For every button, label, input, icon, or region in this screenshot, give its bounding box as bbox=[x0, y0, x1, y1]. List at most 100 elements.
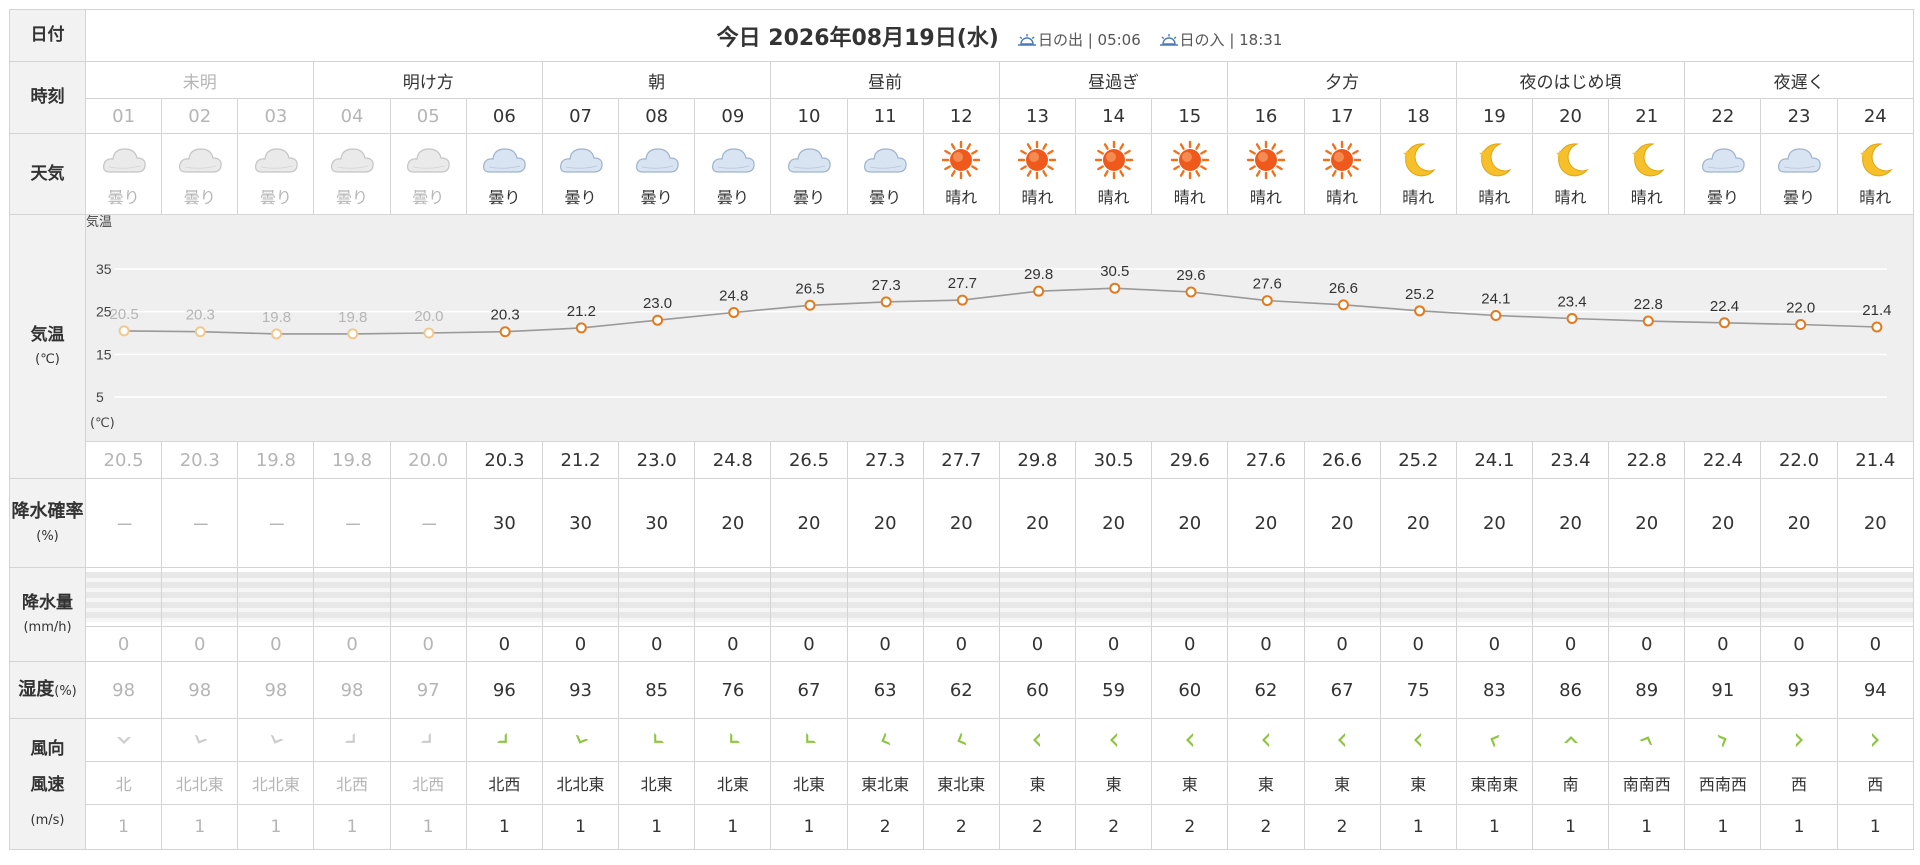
humidity-cell: 67 bbox=[770, 661, 848, 719]
temp-value-cell: 22.0 bbox=[1760, 441, 1838, 479]
temp-value-cell: 20.0 bbox=[389, 441, 467, 479]
wind-speed-cell: 1 bbox=[694, 804, 772, 850]
precip-label-text: 降水量 bbox=[22, 593, 73, 613]
wind-direction-cell: 東 bbox=[1303, 761, 1381, 805]
precip-value-cell: 0 bbox=[1836, 626, 1915, 662]
temperature-point bbox=[271, 328, 283, 340]
temp-value-cell: 23.0 bbox=[618, 441, 696, 479]
wind-speed-cell: 2 bbox=[1075, 804, 1153, 850]
humidity-cell: 86 bbox=[1531, 661, 1610, 719]
weather-cell: 曇り bbox=[161, 133, 239, 215]
temp-value-cell: 21.2 bbox=[541, 441, 620, 479]
wind-arrow-icon bbox=[1109, 733, 1117, 747]
hour-cell: 07 bbox=[541, 98, 620, 134]
temperature-point bbox=[1490, 310, 1502, 322]
wind-direction-cell: 東 bbox=[1075, 761, 1153, 805]
temp-value-cell: 20.3 bbox=[465, 441, 543, 479]
hour-cell: 01 bbox=[84, 98, 163, 134]
hour-cell: 19 bbox=[1455, 98, 1533, 134]
wind-speed-cell: 1 bbox=[84, 804, 163, 850]
time-label: 時刻 bbox=[9, 61, 86, 134]
temperature-point bbox=[880, 296, 892, 308]
humidity-cell: 85 bbox=[618, 661, 696, 719]
wind-arrow-icon bbox=[1261, 733, 1269, 747]
precip-bar-cell bbox=[1151, 567, 1229, 627]
wind-arrow-cell bbox=[465, 718, 543, 762]
sunset-info: 日の入 | 18:31 bbox=[1159, 31, 1282, 49]
hour-cell: 11 bbox=[846, 98, 924, 134]
cloud-icon bbox=[407, 148, 450, 173]
wind-direction-cell: 北西 bbox=[389, 761, 467, 805]
temperature-point bbox=[1414, 305, 1426, 317]
weather-text: 晴れ bbox=[1097, 188, 1130, 207]
precip-value-cell: 0 bbox=[541, 626, 620, 662]
wind-direction-cell: 東 bbox=[1151, 761, 1229, 805]
sun-icon bbox=[942, 140, 981, 180]
precip-bar bbox=[391, 572, 466, 622]
cloud-icon bbox=[102, 148, 146, 173]
precip-value-cell: 0 bbox=[84, 626, 163, 662]
cloud-icon bbox=[1778, 148, 1821, 173]
hour-cell: 21 bbox=[1608, 98, 1686, 134]
precip-bar bbox=[1000, 572, 1075, 622]
temperature-point bbox=[575, 322, 587, 334]
wind-direction-cell: 北東 bbox=[618, 761, 696, 805]
pop-cell: --- bbox=[237, 478, 315, 568]
moon-icon bbox=[1860, 143, 1893, 177]
moon-icon bbox=[1631, 143, 1665, 177]
wind-direction-cell: 東北東 bbox=[846, 761, 924, 805]
wind-label: 風向 風速 (m/s) bbox=[9, 718, 86, 850]
period-cell: 昼過ぎ bbox=[998, 61, 1229, 99]
weather-cell: 晴れ bbox=[1608, 133, 1686, 215]
pop-label-unit: (%) bbox=[36, 529, 59, 545]
wind-speed-cell: 1 bbox=[618, 804, 696, 850]
pop-cell: 20 bbox=[694, 478, 772, 568]
precip-bar bbox=[238, 572, 313, 622]
temperature-point bbox=[804, 299, 816, 311]
precip-value-cell: 0 bbox=[1455, 626, 1533, 662]
precip-bar bbox=[619, 572, 694, 622]
wind-arrow-cell bbox=[1455, 718, 1533, 762]
wind-arrow-cell bbox=[1151, 718, 1229, 762]
period-cell: 明け方 bbox=[313, 61, 543, 99]
humidity-cell: 89 bbox=[1608, 661, 1686, 719]
humidity-cell: 60 bbox=[1151, 661, 1229, 719]
weather-cell: 晴れ bbox=[1227, 133, 1305, 215]
temp-value-cell: 27.3 bbox=[846, 441, 924, 479]
wind-arrow-icon bbox=[270, 734, 284, 744]
precip-bar bbox=[314, 572, 390, 622]
precip-bar bbox=[771, 572, 847, 622]
wind-speed-cell: 1 bbox=[1531, 804, 1610, 850]
wind-speed-cell: 2 bbox=[922, 804, 1000, 850]
precip-bar bbox=[695, 572, 770, 622]
wind-arrow-icon bbox=[1717, 734, 1727, 748]
wind-arrow-cell bbox=[618, 718, 696, 762]
temperature-data-label: 22.0 bbox=[1786, 299, 1815, 316]
weather-text: 晴れ bbox=[945, 188, 978, 207]
temp-value-cell: 24.1 bbox=[1455, 441, 1533, 479]
y-tick-label: 15 bbox=[96, 346, 112, 362]
date-header: 今日 2026年08月19日(水) 日の出 | 05:06 bbox=[85, 9, 1914, 62]
temperature-data-label: 19.8 bbox=[338, 309, 367, 326]
temp-value-cell: 29.8 bbox=[998, 441, 1077, 479]
hour-cell: 13 bbox=[998, 98, 1077, 134]
precip-bar-cell bbox=[1379, 567, 1457, 627]
temp-value-cell: 22.8 bbox=[1608, 441, 1686, 479]
hour-cell: 16 bbox=[1227, 98, 1305, 134]
weather-cell: 晴れ bbox=[1075, 133, 1153, 215]
weather-text: 晴れ bbox=[1859, 188, 1892, 207]
wind-arrow-icon bbox=[1185, 733, 1193, 747]
cloud-icon bbox=[559, 148, 603, 173]
temperature-chart: 35 25 15 5 気温 (℃) 20.5 20.3 19.8 19.8 20.0 20.3 21.2… bbox=[85, 214, 1914, 442]
precip-bar-cell bbox=[998, 567, 1077, 627]
weather-cell: 晴れ bbox=[1531, 133, 1610, 215]
weather-text: 晴れ bbox=[1630, 188, 1663, 207]
precip-bar bbox=[1076, 572, 1151, 622]
pop-cell: 30 bbox=[465, 478, 543, 568]
wind-arrow-cell bbox=[313, 718, 391, 762]
weather-cell: 曇り bbox=[1760, 133, 1838, 215]
wind-direction-cell: 北北東 bbox=[541, 761, 620, 805]
temperature-point bbox=[1033, 285, 1045, 297]
pop-cell: 20 bbox=[922, 478, 1000, 568]
moon-icon bbox=[1555, 143, 1589, 177]
